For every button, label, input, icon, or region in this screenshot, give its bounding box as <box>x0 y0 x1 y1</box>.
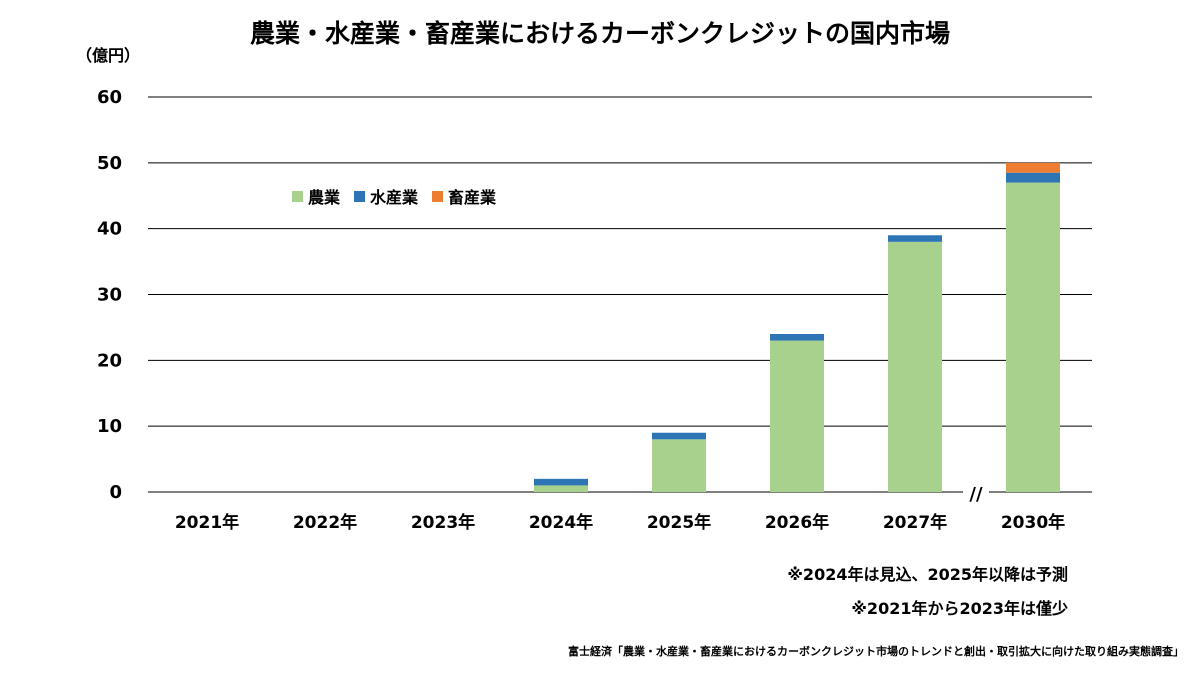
x-tick-label: 2027年 <box>883 512 947 533</box>
y-tick-label: 30 <box>97 285 122 306</box>
negligible-note: ※2021年から2023年は僅少 <box>851 599 1068 618</box>
y-tick-label: 20 <box>97 350 122 371</box>
bar-segment <box>652 439 706 492</box>
bar-segment <box>1006 162 1060 173</box>
legend-item-agriculture: 農業 <box>292 184 340 208</box>
gridlines <box>148 96 1092 493</box>
axis-break: // <box>963 480 989 505</box>
legend-label-agriculture: 農業 <box>308 188 341 207</box>
forecast-note: ※2024年は見込、2025年以降は予測 <box>787 565 1068 584</box>
legend-item-fishery: 水産業 <box>354 184 418 208</box>
legend-swatch-fishery <box>354 190 366 202</box>
bar-segment <box>534 485 588 492</box>
legend-swatch-livestock <box>432 190 444 202</box>
x-tick-label: 2021年 <box>175 512 239 533</box>
y-tick-label: 0 <box>109 482 122 503</box>
axis-break-gap <box>963 480 989 504</box>
y-tick-label: 10 <box>97 416 122 437</box>
chart-legend: 農業 水産業 畜産業 <box>292 184 510 208</box>
chart-title: 農業・水産業・畜産業におけるカーボンクレジットの国内市場 <box>249 19 950 48</box>
bar-segment <box>534 478 588 486</box>
legend-label-livestock: 畜産業 <box>448 188 497 207</box>
x-tick-label: 2024年 <box>529 512 593 533</box>
bar-segment <box>1006 172 1060 183</box>
y-tick-label: 60 <box>97 87 122 108</box>
x-tick-labels: 2021年 2022年 2023年 2024年 2025年 2026年 2027年 2030年 <box>175 512 1065 533</box>
x-tick-label: 2026年 <box>765 512 829 533</box>
bar-segment <box>888 241 942 492</box>
y-tick-label: 40 <box>97 219 122 240</box>
legend-item-livestock: 畜産業 <box>432 184 496 208</box>
legend-swatch-agriculture <box>292 190 303 202</box>
y-axis-unit-label: （億円） <box>76 46 141 65</box>
y-tick-label: 50 <box>97 153 122 174</box>
axis-break-mark: // <box>969 484 983 505</box>
bar-segment <box>1006 182 1060 493</box>
bar-segment <box>888 235 942 242</box>
bars <box>534 162 1060 493</box>
x-tick-label: 2023年 <box>411 512 475 533</box>
bar-segment <box>652 432 706 440</box>
source-citation: 富士経済「農業・水産業・畜産業におけるカーボンクレジット市場のトレンドと創出・取… <box>568 645 1184 658</box>
x-tick-label: 2025年 <box>647 512 711 533</box>
x-tick-label: 2022年 <box>293 512 357 533</box>
x-tick-label: 2030年 <box>1001 512 1065 533</box>
y-tick-labels: 0 10 20 30 40 50 60 <box>97 87 122 503</box>
bar-segment <box>770 334 824 341</box>
legend-label-fishery: 水産業 <box>370 188 419 207</box>
bar-segment <box>770 340 824 492</box>
